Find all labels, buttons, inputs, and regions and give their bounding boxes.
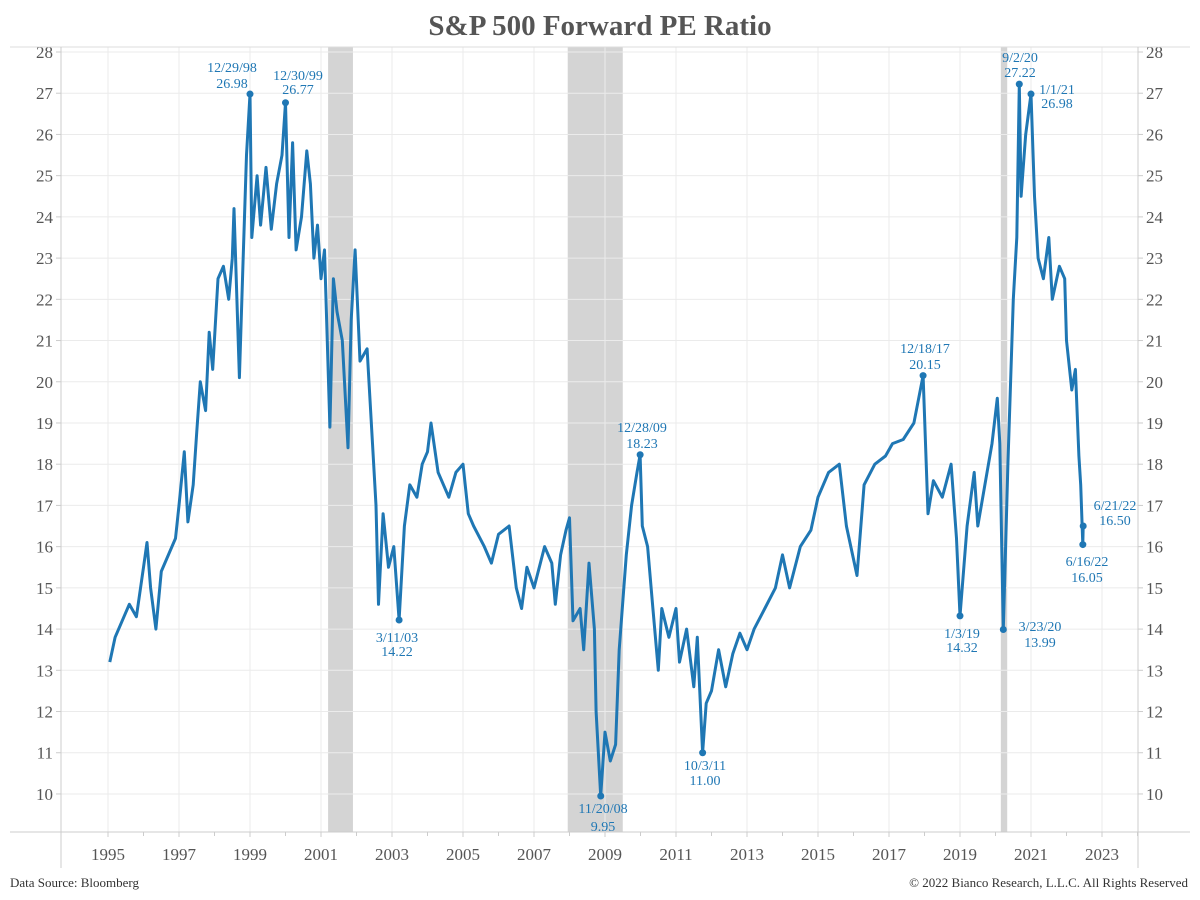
x-tick-label: 2015 <box>801 845 835 864</box>
y-tick-label-left: 14 <box>36 620 54 639</box>
y-tick-label-left: 24 <box>36 208 54 227</box>
annotation-date: 6/21/22 <box>1094 499 1137 514</box>
annotation-date: 12/30/99 <box>273 69 323 84</box>
x-tick-label: 2007 <box>517 845 552 864</box>
x-tick-label: 2003 <box>375 845 409 864</box>
series-line <box>108 82 1085 798</box>
y-tick-label-right: 26 <box>1146 125 1163 144</box>
y-tick-label-right: 17 <box>1146 496 1164 515</box>
annotation-marker <box>999 625 1007 633</box>
annotation-value: 9.95 <box>591 820 616 835</box>
x-tick-label: 2001 <box>304 845 338 864</box>
data-source-note: Data Source: Bloomberg <box>10 875 140 890</box>
y-tick-label-right: 28 <box>1146 43 1163 62</box>
annotation-marker <box>597 792 605 800</box>
annotation-marker <box>1079 541 1087 549</box>
y-tick-label-right: 23 <box>1146 249 1163 268</box>
x-tick-label: 2023 <box>1085 845 1119 864</box>
y-tick-label-left: 18 <box>36 455 53 474</box>
annotation-marker <box>246 90 254 98</box>
copyright-note: © 2022 Bianco Research, L.L.C. All Right… <box>909 875 1188 890</box>
annotation-value: 16.50 <box>1099 514 1131 529</box>
annotation-value: 18.23 <box>626 437 658 452</box>
annotation-date: 12/18/17 <box>900 342 950 357</box>
y-tick-label-right: 22 <box>1146 290 1163 309</box>
y-tick-label-left: 20 <box>36 373 53 392</box>
y-tick-label-left: 21 <box>36 332 53 351</box>
annotation-value: 13.99 <box>1024 636 1056 651</box>
x-tick-label: 2011 <box>659 845 692 864</box>
y-tick-label-left: 19 <box>36 414 53 433</box>
x-tick-label: 1999 <box>233 845 267 864</box>
y-tick-label-right: 15 <box>1146 579 1163 598</box>
y-tick-label-left: 16 <box>36 538 53 557</box>
annotation-date: 3/11/03 <box>376 631 418 646</box>
annotation-date: 12/28/09 <box>617 421 667 436</box>
annotation-value: 26.98 <box>1041 97 1073 112</box>
annotation-marker <box>282 99 289 107</box>
y-tick-label-right: 25 <box>1146 167 1163 186</box>
annotation-marker <box>1027 90 1035 98</box>
annotation-marker <box>1015 80 1023 88</box>
y-tick-label-left: 25 <box>36 167 53 186</box>
annotation-value: 14.22 <box>381 645 413 660</box>
y-tick-label-right: 16 <box>1146 538 1163 557</box>
annotation-value: 26.77 <box>282 83 314 98</box>
y-tick-label-right: 11 <box>1146 744 1162 763</box>
chart-title: S&P 500 Forward PE Ratio <box>428 10 772 42</box>
recession-band <box>1000 47 1008 832</box>
y-tick-label-left: 26 <box>36 125 53 144</box>
annotation-value: 27.22 <box>1004 66 1036 81</box>
annotation-date: 3/23/20 <box>1019 620 1062 635</box>
annotation-marker <box>636 451 644 459</box>
y-tick-label-left: 28 <box>36 43 53 62</box>
annotation-marker <box>395 616 403 624</box>
x-tick-label: 2021 <box>1014 845 1048 864</box>
annotation-marker <box>956 612 964 620</box>
y-tick-label-right: 24 <box>1146 208 1164 227</box>
x-tick-label: 1995 <box>91 845 125 864</box>
annotation-date: 10/3/11 <box>684 759 726 774</box>
y-tick-label-right: 19 <box>1146 414 1163 433</box>
annotation-marker <box>919 372 927 380</box>
y-tick-label-right: 12 <box>1146 703 1163 722</box>
y-tick-label-left: 15 <box>36 579 53 598</box>
y-tick-label-left: 22 <box>36 290 53 309</box>
y-tick-label-left: 23 <box>36 249 53 268</box>
annotation-marker <box>699 749 707 757</box>
annotation-value: 20.15 <box>909 358 941 373</box>
annotation-date: 12/29/98 <box>207 61 257 76</box>
y-tick-label-left: 13 <box>36 661 53 680</box>
annotation-date: 1/3/19 <box>944 627 980 642</box>
y-tick-label-right: 18 <box>1146 455 1163 474</box>
annotation-value: 16.05 <box>1071 571 1103 586</box>
x-tick-label: 1997 <box>162 845 197 864</box>
annotation-value: 14.32 <box>946 641 978 656</box>
x-tick-label: 2019 <box>943 845 977 864</box>
y-tick-label-left: 27 <box>36 84 54 103</box>
y-tick-label-right: 21 <box>1146 332 1163 351</box>
annotation-value: 26.98 <box>216 77 248 92</box>
annotation-date: 9/2/20 <box>1002 51 1038 66</box>
annotation-marker <box>1079 522 1087 530</box>
x-tick-label: 2013 <box>730 845 764 864</box>
y-tick-label-left: 10 <box>36 785 53 804</box>
annotation-date: 6/16/22 <box>1066 555 1109 570</box>
annotation-date: 1/1/21 <box>1039 83 1075 98</box>
x-tick-label: 2005 <box>446 845 480 864</box>
x-tick-label: 2009 <box>588 845 622 864</box>
y-tick-label-right: 20 <box>1146 373 1163 392</box>
annotation-date: 11/20/08 <box>578 802 627 817</box>
y-tick-label-right: 27 <box>1146 84 1164 103</box>
y-tick-label-left: 17 <box>36 496 54 515</box>
y-tick-label-right: 14 <box>1146 620 1164 639</box>
y-tick-label-right: 10 <box>1146 785 1163 804</box>
annotation-value: 11.00 <box>690 774 721 789</box>
y-tick-label-right: 13 <box>1146 661 1163 680</box>
y-tick-label-left: 12 <box>36 703 53 722</box>
y-tick-label-left: 11 <box>37 744 53 763</box>
x-tick-label: 2017 <box>872 845 907 864</box>
